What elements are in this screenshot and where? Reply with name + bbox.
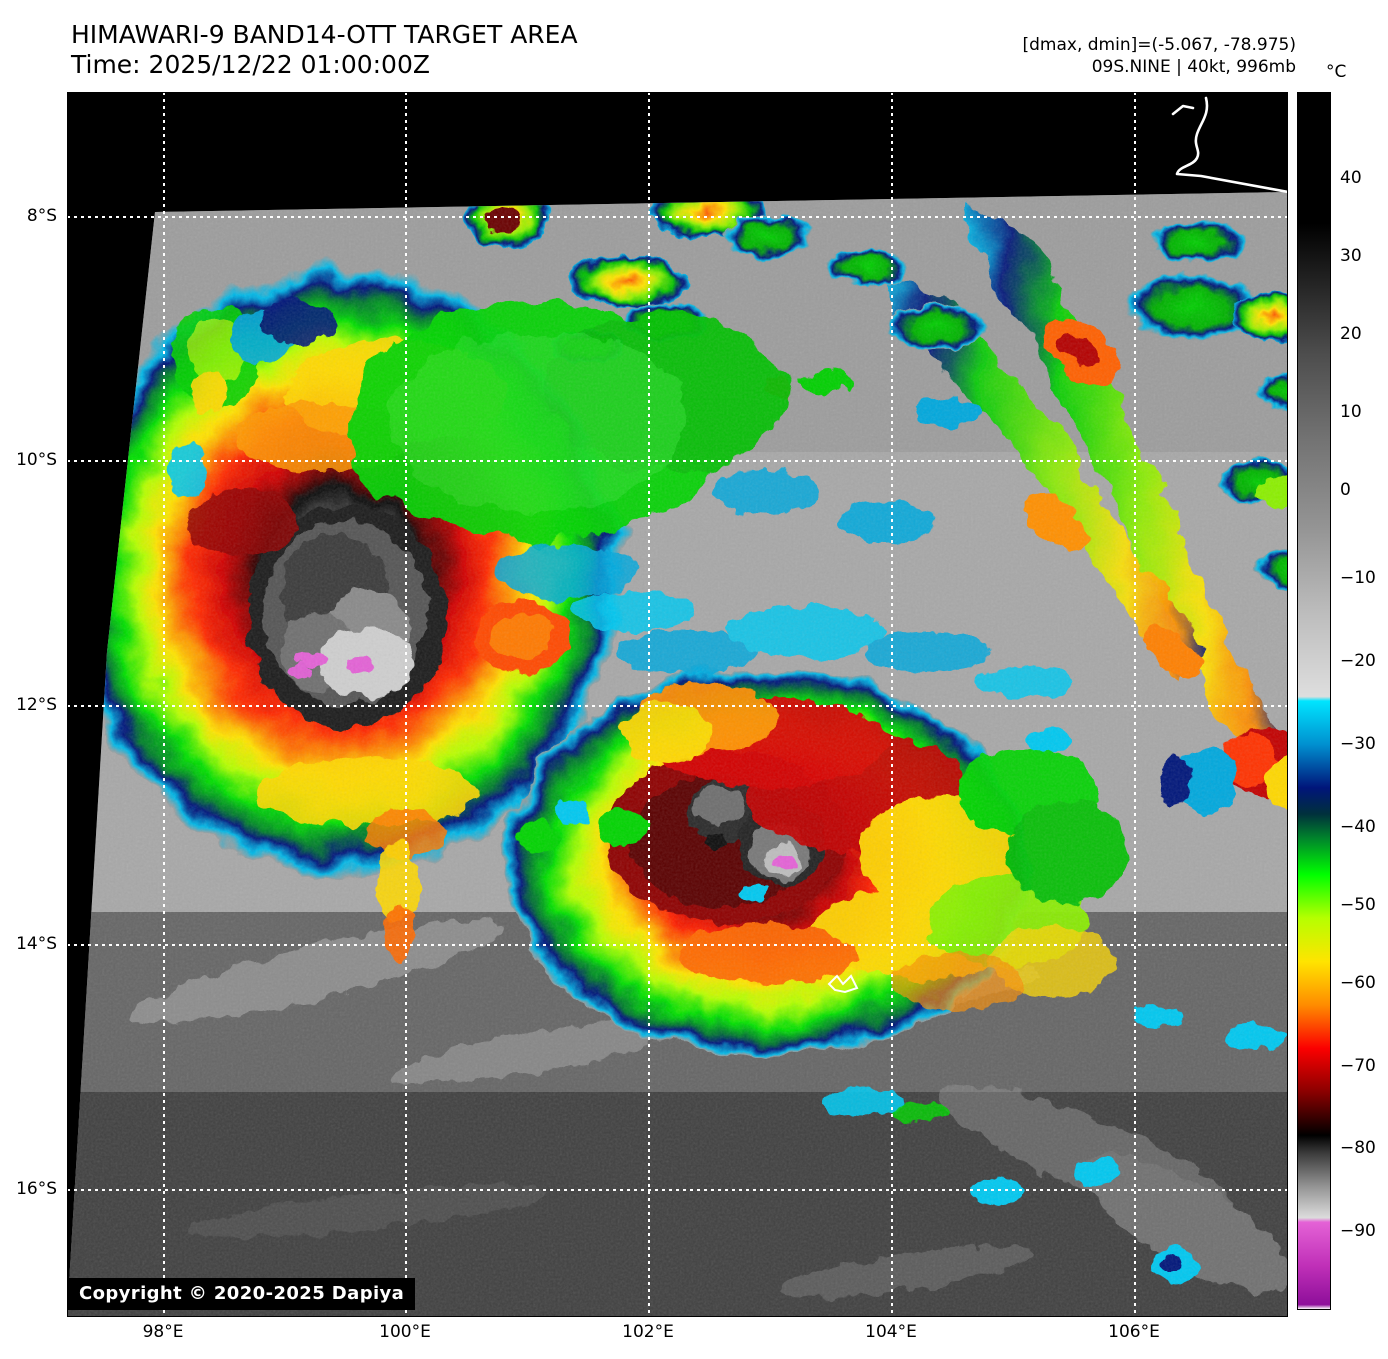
page-title: HIMAWARI-9 BAND14-OTT TARGET AREA bbox=[71, 20, 578, 49]
gridline-horizontal bbox=[67, 216, 1288, 218]
colorbar-unit-label: °C bbox=[1326, 62, 1347, 82]
header-left-block: HIMAWARI-9 BAND14-OTT TARGET AREA Time: … bbox=[71, 20, 831, 80]
gridline-horizontal bbox=[67, 705, 1288, 707]
dmax-dmin-label: [dmax, dmin]=(-5.067, -78.975) bbox=[1022, 35, 1297, 55]
colorbar-tick-label: −60 bbox=[1340, 973, 1376, 993]
colorbar-tick-label: −80 bbox=[1340, 1138, 1376, 1158]
colorbar-tick-label: −50 bbox=[1340, 895, 1376, 915]
colorbar-tick-label: 30 bbox=[1340, 246, 1362, 266]
gridline-vertical bbox=[405, 92, 407, 1317]
colorbar-tick-label: −10 bbox=[1340, 568, 1376, 588]
timestamp-label: Time: 2025/12/22 01:00:00Z bbox=[71, 50, 430, 79]
x-tick-label: 102°E bbox=[622, 1322, 674, 1342]
storm-info-label: 09S.NINE | 40kt, 996mb bbox=[1091, 57, 1296, 77]
colorbar-tick-label: −20 bbox=[1340, 651, 1376, 671]
y-tick-label: 16°S bbox=[16, 1179, 57, 1199]
colorbar-tick-label: −40 bbox=[1340, 817, 1376, 837]
copyright-badge: Copyright © 2020-2025 Dapiya bbox=[68, 1278, 416, 1310]
colorbar-tick-label: −90 bbox=[1340, 1221, 1376, 1241]
y-tick-label: 14°S bbox=[16, 934, 57, 954]
y-tick-label: 10°S bbox=[16, 450, 57, 470]
gridline-vertical bbox=[648, 92, 650, 1317]
colorbar[interactable] bbox=[1297, 92, 1331, 1310]
header-right-block: [dmax, dmin]=(-5.067, -78.975) 09S.NINE … bbox=[1023, 34, 1297, 78]
x-tick-label: 104°E bbox=[865, 1322, 917, 1342]
coastline-overlay bbox=[1171, 96, 1288, 194]
island-outline bbox=[827, 974, 859, 994]
x-tick-label: 106°E bbox=[1108, 1322, 1160, 1342]
x-tick-label: 98°E bbox=[142, 1322, 184, 1342]
colorbar-gradient bbox=[1298, 93, 1330, 1309]
gridline-vertical bbox=[163, 92, 165, 1317]
satellite-ir-imagery bbox=[67, 92, 1288, 1317]
y-tick-label: 8°S bbox=[26, 206, 57, 226]
gridline-horizontal bbox=[67, 1189, 1288, 1191]
colorbar-tick-label: −30 bbox=[1340, 734, 1376, 754]
colorbar-tick-label: 20 bbox=[1340, 324, 1362, 344]
x-tick-label: 100°E bbox=[379, 1322, 431, 1342]
gridline-vertical bbox=[891, 92, 893, 1317]
colorbar-tick-label: −70 bbox=[1340, 1056, 1376, 1076]
gridline-horizontal bbox=[67, 944, 1288, 946]
colorbar-tick-label: 0 bbox=[1340, 480, 1351, 500]
colorbar-tick-label: 40 bbox=[1340, 168, 1362, 188]
y-tick-label: 12°S bbox=[16, 695, 57, 715]
gridline-vertical bbox=[1134, 92, 1136, 1317]
satellite-image-plot[interactable] bbox=[67, 92, 1288, 1317]
colorbar-tick-label: 10 bbox=[1340, 402, 1362, 422]
gridline-horizontal bbox=[67, 460, 1288, 462]
